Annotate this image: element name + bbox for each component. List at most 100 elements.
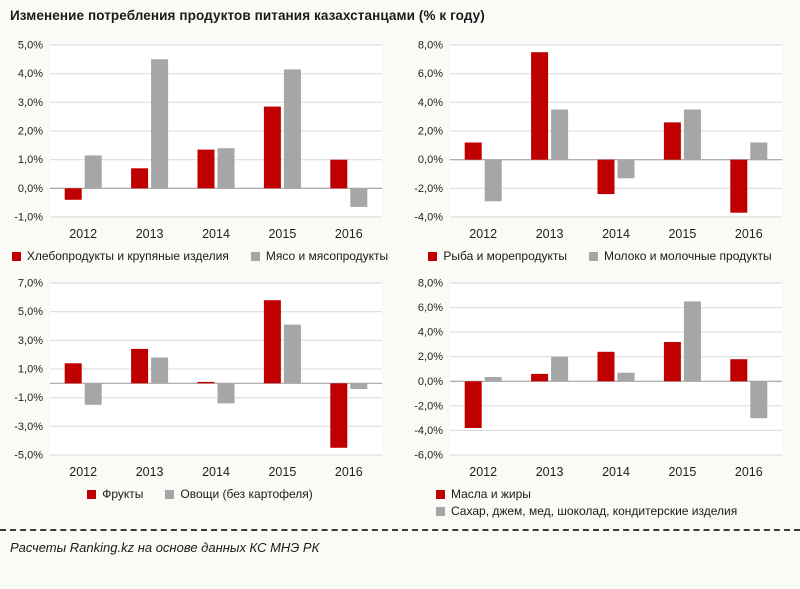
y-tick-label: 5,0% [18, 306, 43, 318]
legend-item: Фрукты [87, 487, 143, 501]
y-tick-label: -1,0% [14, 212, 43, 224]
chart-cell-oils-sugar: 8,0% 6,0% 4,0% 2,0% 0,0% -2,0% -4,0% -6,0% 2012 2… [400, 273, 800, 523]
legend-item: Сахар, джем, мед, шоколад, кондитерские … [436, 504, 737, 518]
bar-chart-oils-sugar: 8,0% 6,0% 4,0% 2,0% 0,0% -2,0% -4,0% -6,0% 2012 2… [400, 273, 800, 485]
bar-gray [151, 59, 169, 189]
source-note: Расчеты Ranking.kz на основе данных КС М… [10, 540, 320, 555]
bar-gray [84, 155, 102, 189]
x-tick-label: 2013 [536, 465, 564, 479]
x-tick-label: 2012 [69, 465, 97, 479]
bar-red [464, 142, 482, 160]
bar-red [330, 159, 348, 189]
y-tick-label: 6,0% [418, 302, 443, 314]
legend-item: Хлебопродукты и крупяные изделия [11, 249, 229, 263]
bar-red [663, 122, 681, 160]
bar-chart-svg: 8,0% 6,0% 4,0% 2,0% 0,0% -2,0% -4,0% 2012 2013 20… [414, 40, 782, 241]
x-tick-label: 2013 [536, 227, 564, 241]
y-tick-label: 6,0% [418, 68, 443, 80]
bar-gray [683, 301, 701, 382]
charts-grid: 5,0% 4,0% 3,0% 2,0% 1,0% 0,0% -1,0% 2012 2013 201… [0, 35, 800, 523]
legend-label: Молоко и молочные продукты [604, 249, 772, 263]
y-tick-label: 3,0% [18, 97, 43, 109]
x-tick-label: 2013 [136, 227, 164, 241]
legend-oils-sugar: Масла и жиры Сахар, джем, мед, шоколад, к… [400, 485, 800, 523]
x-tick-label: 2014 [602, 465, 630, 479]
bar-gray [551, 109, 569, 160]
legend-label: Сахар, джем, мед, шоколад, кондитерские … [451, 504, 738, 518]
legend-fruit-veg: Фрукты Овощи (без картофеля) [0, 485, 400, 511]
bar-gray [283, 69, 301, 189]
legend-swatch-red [11, 251, 21, 261]
x-tick-label: 2016 [335, 465, 363, 479]
x-tick-label: 2013 [136, 465, 164, 479]
y-tick-label: 3,0% [18, 335, 43, 347]
bar-gray [350, 383, 368, 389]
bar-chart-svg: 7,0% 5,0% 3,0% 1,0% -1,0% -3,0% -5,0% 2012 2013 2… [14, 278, 382, 479]
legend-item: Мясо и мясопродукты [250, 249, 388, 263]
x-tick-label: 2012 [469, 227, 497, 241]
bar-chart-bread-meat: 5,0% 4,0% 3,0% 2,0% 1,0% 0,0% -1,0% 2012 2013 201… [0, 35, 400, 247]
x-tick-label: 2014 [602, 227, 630, 241]
legend-fish-milk: Рыба и морепродукты Молоко и молочные про… [400, 247, 800, 273]
bar-gray [84, 383, 102, 405]
bar-gray [217, 383, 235, 404]
x-tick-label: 2015 [268, 227, 296, 241]
legend-label: Овощи (без картофеля) [180, 487, 313, 501]
y-tick-label: 4,0% [418, 327, 443, 339]
y-tick-label: 0,0% [418, 154, 443, 166]
legend-item: Масла и жиры [436, 487, 531, 501]
chart-cell-fruit-veg: 7,0% 5,0% 3,0% 1,0% -1,0% -3,0% -5,0% 2012 2013 2… [0, 273, 400, 523]
bar-chart-fruit-veg: 7,0% 5,0% 3,0% 1,0% -1,0% -3,0% -5,0% 2012 2013 2… [0, 273, 400, 485]
bar-gray [683, 109, 701, 160]
legend-swatch-gray [165, 489, 175, 499]
y-tick-label: -2,0% [414, 183, 443, 195]
y-tick-label: 0,0% [418, 376, 443, 388]
bar-gray [484, 377, 502, 382]
y-tick-label: 2,0% [418, 351, 443, 363]
x-tick-label: 2016 [335, 227, 363, 241]
y-tick-label: 5,0% [18, 40, 43, 52]
y-tick-label: 2,0% [418, 126, 443, 138]
y-tick-label: -4,0% [414, 212, 443, 224]
bar-chart-fish-milk: 8,0% 6,0% 4,0% 2,0% 0,0% -2,0% -4,0% 2012 2013 20… [400, 35, 800, 247]
legend-item: Молоко и молочные продукты [589, 249, 772, 263]
bar-red [131, 348, 149, 384]
x-tick-label: 2012 [69, 227, 97, 241]
y-tick-label: -5,0% [14, 450, 43, 462]
legend-swatch-red [87, 489, 97, 499]
y-tick-label: -4,0% [414, 425, 443, 437]
bar-gray [617, 159, 635, 179]
legend-label: Хлебопродукты и крупяные изделия [26, 249, 229, 263]
bar-gray [750, 142, 768, 160]
x-tick-label: 2014 [202, 465, 230, 479]
bar-gray [350, 188, 368, 207]
x-tick-label: 2015 [668, 227, 696, 241]
bar-gray [151, 357, 169, 384]
legend-swatch-gray [436, 506, 445, 516]
bar-gray [283, 324, 301, 384]
chart-cell-fish-milk: 8,0% 6,0% 4,0% 2,0% 0,0% -2,0% -4,0% 2012 2013 20… [400, 35, 800, 273]
bar-red [464, 381, 482, 428]
legend-label: Фрукты [102, 487, 144, 501]
chart-cell-bread-meat: 5,0% 4,0% 3,0% 2,0% 1,0% 0,0% -1,0% 2012 2013 201… [0, 35, 400, 273]
bar-red [64, 188, 82, 200]
x-tick-label: 2014 [202, 227, 230, 241]
x-tick-label: 2016 [735, 227, 763, 241]
legend-swatch-red [436, 489, 445, 499]
dashed-separator [0, 529, 800, 531]
plot-area [450, 283, 782, 455]
bar-gray [750, 381, 768, 419]
x-tick-label: 2015 [268, 465, 296, 479]
page-title: Изменение потребления продуктов питания … [10, 8, 485, 23]
bar-red [330, 383, 348, 448]
bar-gray [484, 159, 502, 202]
bar-red [197, 381, 215, 384]
y-tick-label: 7,0% [18, 278, 43, 290]
legend-swatch-gray [589, 251, 599, 261]
bar-gray [551, 356, 569, 382]
bar-red [730, 359, 748, 382]
y-tick-label: -1,0% [14, 392, 43, 404]
bar-red [663, 342, 681, 382]
legend-bread-meat: Хлебопродукты и крупяные изделия Мясо и м… [0, 247, 400, 273]
